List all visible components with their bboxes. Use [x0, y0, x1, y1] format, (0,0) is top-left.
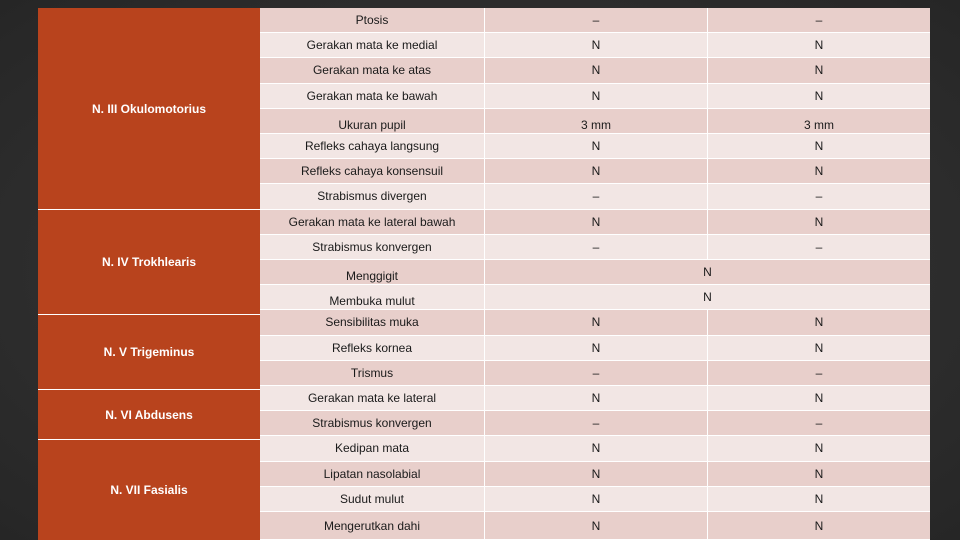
nerve-column: N. III Okulomotorius N. IV Trokhlearis N… [38, 8, 260, 540]
value-cell-1: N [484, 159, 707, 184]
value-cell-2: N [707, 134, 930, 159]
nerve-cell-fasialis: N. VII Fasialis [38, 439, 260, 540]
value-cell-1: N [484, 83, 707, 108]
param-cell: Sensibilitas muka [325, 315, 419, 330]
table-row: Refleks cahaya langsung N N [260, 134, 930, 160]
value-cell-1: N [484, 512, 707, 539]
value-cell-1: – [484, 411, 707, 436]
value-cell-1: N [484, 310, 707, 335]
param-cell: Membuka mulut [329, 294, 415, 309]
value-cell-2: N [707, 310, 930, 335]
param-cell: Gerakan mata ke atas [312, 63, 432, 78]
table-row: Trismus – – [260, 360, 930, 386]
nerve-label: N. VII Fasialis [110, 483, 188, 497]
param-cell: Strabismus konvergen [312, 239, 432, 254]
value-cell-2: N [707, 83, 930, 108]
param-cell: Mengerutkan dahi [323, 518, 421, 533]
param-cell: Kedipan mata [334, 441, 410, 456]
nerve-label: N. V Trigeminus [103, 345, 195, 359]
cranial-nerve-table: N. III Okulomotorius N. IV Trokhlearis N… [38, 8, 930, 540]
value-cell-2: N [707, 159, 930, 184]
table-row: Membuka mulut N [260, 285, 930, 311]
param-cell: Trismus [350, 365, 394, 380]
table-row: Strabismus divergen – – [260, 184, 930, 210]
table-row: Strabismus konvergen – – [260, 411, 930, 437]
param-cell: Sudut mulut [339, 491, 405, 506]
value-cell-1: 3 mm [484, 108, 707, 133]
param-cell: Ptosis [355, 13, 389, 28]
value-cell-2: N [707, 33, 930, 58]
value-cell-2: N [707, 58, 930, 83]
table-row: Refleks kornea N N [260, 335, 930, 361]
param-cell: Ukuran pupil [338, 117, 406, 132]
value-cell-2: N [707, 209, 930, 234]
nerve-label: N. VI Abdusens [105, 407, 193, 422]
table-row: Gerakan mata ke bawah N N [260, 83, 930, 109]
table-row: Kedipan mata N N [260, 436, 930, 462]
table-row: Menggigit N [260, 260, 930, 286]
table-row: Sensibilitas muka N N [260, 310, 930, 336]
param-cell: Gerakan mata ke lateral bawah [288, 214, 456, 229]
nerve-cell-trigeminus: N. V Trigeminus [38, 314, 260, 389]
param-cell: Refleks kornea [331, 340, 413, 355]
value-cell-1: – [484, 184, 707, 209]
value-cell-1: N [484, 486, 707, 511]
value-cell-1: N [484, 436, 707, 461]
nerve-cell-trokhlearis: N. IV Trokhlearis [38, 209, 260, 314]
value-cell-2: – [707, 8, 930, 33]
value-cell-1: N [484, 58, 707, 83]
table-row: Strabismus konvergen – – [260, 234, 930, 260]
value-cell-2: – [707, 184, 930, 209]
table-row: Mengerutkan dahi N N [260, 512, 930, 540]
param-cell: Lipatan nasolabial [323, 466, 421, 481]
param-cell: Gerakan mata ke bawah [306, 88, 438, 103]
param-cell: Menggigit [345, 269, 399, 284]
param-cell: Refleks cahaya langsung [304, 139, 440, 154]
table-row: Ukuran pupil 3 mm 3 mm [260, 108, 930, 134]
nerve-label: N. III Okulomotorius [91, 101, 206, 116]
value-cell-1: N [484, 461, 707, 486]
table-row: Ptosis – – [260, 8, 930, 34]
value-cell-2: N [707, 512, 930, 539]
value-cell-1: – [484, 234, 707, 259]
value-cell-2: N [707, 436, 930, 461]
table-row: Lipatan nasolabial N N [260, 461, 930, 487]
value-cell-2: N [707, 486, 930, 511]
param-cell: Strabismus divergen [317, 189, 427, 204]
value-cell-1: – [484, 8, 707, 33]
value-cell-1: N [484, 33, 707, 58]
value-cell-2: 3 mm [707, 108, 930, 133]
nerve-cell-abdusens: N. VI Abdusens [38, 389, 260, 439]
value-cell-merged: N [484, 285, 930, 310]
table-row: Gerakan mata ke lateral N N [260, 386, 930, 412]
table-row: Gerakan mata ke lateral bawah N N [260, 209, 930, 235]
exam-rows: Ptosis – – Gerakan mata ke medial N N Ge… [260, 8, 930, 540]
param-cell: Strabismus konvergen [312, 416, 432, 431]
value-cell-2: – [707, 411, 930, 436]
table-row: Sudut mulut N N [260, 486, 930, 512]
nerve-cell-okulomotorius: N. III Okulomotorius [38, 8, 260, 209]
value-cell-2: N [707, 335, 930, 360]
table-row: Gerakan mata ke medial N N [260, 33, 930, 59]
param-cell: Gerakan mata ke medial [306, 38, 438, 53]
param-cell: Gerakan mata ke lateral [307, 391, 437, 406]
value-cell-merged: N [484, 260, 930, 285]
value-cell-1: N [484, 335, 707, 360]
param-cell: Refleks cahaya konsensuil [300, 164, 444, 179]
value-cell-2: N [707, 386, 930, 411]
value-cell-2: – [707, 234, 930, 259]
value-cell-2: – [707, 360, 930, 385]
nerve-label: N. IV Trokhlearis [101, 255, 197, 269]
value-cell-1: N [484, 386, 707, 411]
value-cell-2: N [707, 461, 930, 486]
value-cell-1: N [484, 134, 707, 159]
value-cell-1: – [484, 360, 707, 385]
value-cell-1: N [484, 209, 707, 234]
table-row: Refleks cahaya konsensuil N N [260, 159, 930, 185]
table-row: Gerakan mata ke atas N N [260, 58, 930, 84]
